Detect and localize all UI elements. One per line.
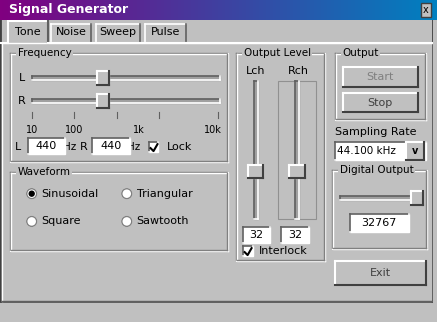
- Text: Sinusoidal: Sinusoidal: [42, 189, 99, 199]
- Text: Noise: Noise: [55, 27, 86, 37]
- Bar: [335, 142, 426, 160]
- Text: 100: 100: [65, 125, 83, 135]
- Text: 1k: 1k: [133, 125, 145, 135]
- Bar: [145, 23, 186, 43]
- Text: Lch: Lch: [246, 66, 265, 76]
- Text: Signal Generator: Signal Generator: [9, 4, 128, 16]
- Text: Hz: Hz: [127, 142, 140, 152]
- Bar: [28, 138, 66, 154]
- Text: 440: 440: [101, 141, 121, 151]
- Text: Tone: Tone: [15, 27, 41, 37]
- Bar: [8, 19, 48, 43]
- Text: Output: Output: [343, 48, 379, 58]
- Text: x: x: [423, 5, 429, 15]
- Text: Triangular: Triangular: [137, 189, 192, 199]
- Bar: [289, 165, 305, 178]
- Text: Pulse: Pulse: [151, 27, 180, 37]
- Bar: [406, 142, 424, 160]
- Bar: [295, 81, 299, 219]
- Text: 10: 10: [26, 125, 38, 135]
- Bar: [340, 196, 417, 200]
- Text: Interlock: Interlock: [259, 246, 307, 256]
- Text: Frequency: Frequency: [18, 48, 72, 58]
- Bar: [51, 23, 91, 43]
- Text: R: R: [80, 142, 88, 152]
- Bar: [278, 81, 316, 219]
- Text: Waveform: Waveform: [18, 167, 71, 177]
- Bar: [2, 43, 431, 301]
- Bar: [32, 76, 220, 80]
- Text: 44.100 kHz: 44.100 kHz: [337, 146, 395, 156]
- Text: Rch: Rch: [288, 66, 309, 76]
- Bar: [243, 227, 271, 243]
- Text: Sampling Rate: Sampling Rate: [335, 127, 416, 137]
- Text: L: L: [19, 73, 25, 83]
- Bar: [253, 81, 257, 219]
- Circle shape: [27, 216, 37, 226]
- Text: Exit: Exit: [370, 268, 391, 278]
- Text: Stop: Stop: [368, 98, 393, 108]
- Circle shape: [122, 216, 132, 226]
- Text: R: R: [18, 96, 26, 106]
- Text: Sawtooth: Sawtooth: [137, 216, 189, 226]
- Circle shape: [27, 189, 37, 199]
- Text: 10k: 10k: [204, 125, 222, 135]
- Text: 440: 440: [36, 141, 57, 151]
- Bar: [281, 227, 309, 243]
- Text: Digital Output: Digital Output: [340, 165, 413, 175]
- Bar: [343, 67, 418, 87]
- Bar: [96, 23, 140, 43]
- Bar: [335, 261, 426, 285]
- Bar: [97, 71, 109, 85]
- Bar: [248, 165, 264, 178]
- Bar: [243, 246, 253, 256]
- Text: Lock: Lock: [166, 142, 192, 152]
- Text: 32: 32: [250, 230, 264, 240]
- Bar: [92, 138, 130, 154]
- Text: Output Level: Output Level: [244, 48, 311, 58]
- Circle shape: [122, 189, 132, 199]
- Text: Sweep: Sweep: [99, 27, 136, 37]
- Bar: [343, 93, 418, 112]
- Circle shape: [29, 191, 34, 196]
- Text: Square: Square: [42, 216, 81, 226]
- Bar: [411, 191, 423, 204]
- Bar: [32, 99, 220, 103]
- Text: 32: 32: [288, 230, 302, 240]
- Bar: [350, 214, 409, 232]
- Text: v: v: [412, 146, 418, 156]
- Text: L: L: [15, 142, 21, 152]
- Bar: [149, 142, 159, 152]
- Text: 32767: 32767: [362, 218, 397, 228]
- Bar: [97, 94, 109, 108]
- Text: Hz: Hz: [62, 142, 76, 152]
- Text: Start: Start: [367, 72, 394, 82]
